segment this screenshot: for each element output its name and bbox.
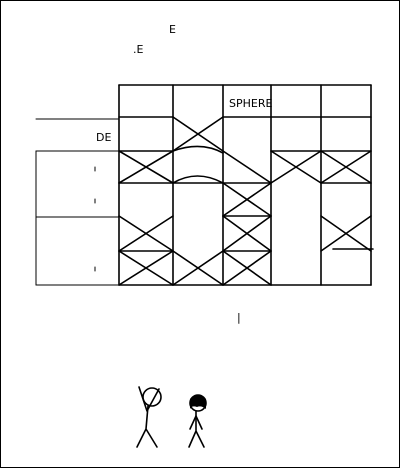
diagonal-mark [222, 150, 272, 184]
top-text-fragment-b: .E [133, 43, 143, 56]
curve-mark [172, 175, 224, 184]
cross-mark [172, 116, 224, 152]
cross-mark [270, 150, 322, 184]
stick-figure-right [188, 394, 207, 448]
figure-arms [189, 415, 203, 430]
left-label: DE [96, 131, 111, 144]
figure-body [136, 405, 158, 448]
curve-mark [172, 145, 224, 154]
cross-mark [320, 215, 372, 252]
cross-mark [222, 182, 272, 217]
cross-mark [222, 215, 272, 252]
figure-arms [138, 386, 160, 412]
mid-mark: | [237, 311, 241, 324]
stick-figure-left [136, 386, 162, 448]
cross-mark [118, 215, 174, 252]
cross-mark [222, 250, 272, 286]
cross-mark [118, 150, 174, 184]
grid-diagram [35, 84, 374, 286]
cross-mark [118, 250, 174, 286]
figure-hair [190, 395, 206, 409]
cross-mark [172, 250, 224, 286]
sphere-label: SPHERE [229, 97, 272, 110]
top-text-fragment-a: E [169, 23, 176, 36]
cross-mark [320, 150, 372, 184]
